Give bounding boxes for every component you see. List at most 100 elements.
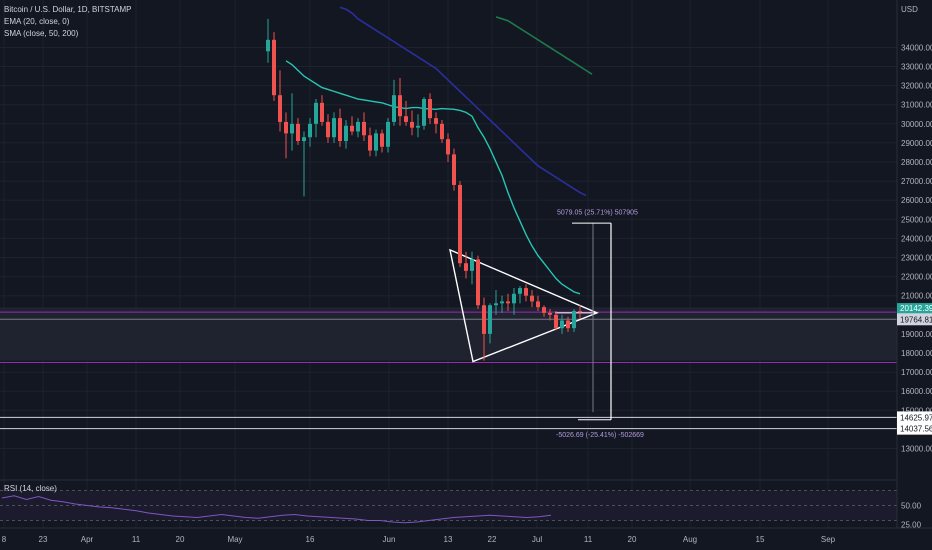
candle-body	[356, 121, 360, 132]
legend-sma[interactable]: SMA (close, 50, 200)	[4, 29, 79, 38]
candle-body	[542, 307, 546, 313]
y-tick-label: 32000.00	[901, 82, 932, 91]
candle-body	[494, 303, 498, 306]
sma200-line	[495, 16, 593, 75]
rsi-line	[1, 495, 552, 524]
y-tick-label: 34000.00	[901, 43, 932, 52]
candle-body	[266, 39, 270, 52]
candle-body	[308, 123, 312, 138]
candle-body	[332, 118, 336, 138]
chart-legend: Bitcoin / U.S. Dollar, 1D, BITSTAMP EMA …	[4, 4, 131, 40]
x-tick-label: Aug	[683, 535, 697, 544]
x-tick-label: 20	[628, 535, 637, 544]
price-axis[interactable]: USD 34000.00 33000.00 32000.00 31000.00 30000…	[896, 0, 932, 528]
candle-body	[458, 184, 462, 264]
x-tick-label: 22	[488, 535, 497, 544]
x-tick-label: 20	[176, 535, 185, 544]
current-price: 20142.39	[900, 304, 932, 313]
y-tick-label: 18000.00	[901, 349, 932, 358]
y-tick-label: 15000.00	[901, 406, 932, 415]
candle-body	[434, 118, 438, 124]
x-tick-label: 8	[2, 535, 7, 544]
level-tag-1: 14625.97	[900, 413, 932, 422]
x-tick-label: 11	[132, 535, 141, 544]
x-tick-label: Jun	[383, 535, 396, 544]
y-tick-label: 21000.00	[901, 292, 932, 301]
candle-body	[476, 259, 480, 306]
y-tick-label: 25000.00	[901, 215, 932, 224]
triangle-shape	[449, 248, 599, 363]
y-tick-label: 13000.00	[901, 444, 932, 453]
rsi-tick-0: 50.00	[901, 502, 922, 511]
x-tick-label: 15	[756, 535, 765, 544]
sma200-path	[495, 16, 593, 75]
candle-body	[284, 121, 288, 134]
range-band	[0, 307, 897, 361]
x-tick-label: 23	[39, 535, 48, 544]
candle-body	[452, 154, 456, 185]
level-tag-0-bg	[897, 313, 932, 326]
legend-ema[interactable]: EMA (20, close, 0)	[4, 17, 70, 26]
x-tick-label: 13	[444, 535, 453, 544]
candle-body	[578, 310, 582, 313]
y-tick-label: 33000.00	[901, 63, 932, 72]
candle-body	[446, 139, 450, 155]
candle-body	[548, 312, 552, 315]
candle-body	[536, 301, 540, 308]
rsi-band	[0, 490, 897, 521]
rsi-tick-1: 25.00	[901, 520, 922, 529]
grid	[0, 0, 897, 528]
x-tick-label: May	[227, 535, 242, 544]
rsi-legend[interactable]: RSI (14, close)	[4, 484, 57, 493]
candle-body	[500, 301, 504, 304]
candle-body	[392, 95, 396, 122]
candle-body	[482, 305, 486, 334]
measure-top-label: 5079.05 (25.71%) 507905	[557, 210, 638, 217]
ema-line	[285, 60, 581, 295]
x-tick-label: 16	[306, 535, 315, 544]
measure-bottom-label: -5026.69 (-25.41%) -502669	[556, 432, 644, 439]
price-range-measure[interactable]: 5079.05 (25.71%) 507905 -5026.69 (-25.41%…	[556, 210, 644, 439]
candle-body	[404, 116, 408, 122]
y-tick-label: 26000.00	[901, 196, 932, 205]
candle-body	[488, 305, 492, 334]
candle-body	[428, 99, 432, 119]
candle-body	[560, 320, 564, 329]
x-tick-label: Jul	[532, 535, 542, 544]
candle-body	[296, 123, 300, 142]
candle-body	[440, 123, 444, 140]
sma50-line	[339, 6, 587, 197]
candle-body	[572, 310, 576, 329]
candle-body	[506, 301, 510, 304]
x-tick-label: Sep	[821, 535, 836, 544]
level-tag-2: 14037.56	[900, 425, 932, 434]
candle-body	[464, 263, 468, 271]
candle-body	[518, 288, 522, 294]
level-tag-2-bg	[897, 422, 932, 435]
candle-body	[398, 95, 402, 117]
legend-symbol[interactable]: Bitcoin / U.S. Dollar, 1D, BITSTAMP	[4, 5, 132, 14]
time-axis[interactable]: 8 23 Apr 11 20 May 16 Jun 13 22 Jul 11 20 Aug 15 Sep	[0, 527, 932, 544]
candle-body	[278, 95, 282, 122]
candle-body	[422, 99, 426, 126]
candles	[266, 18, 582, 361]
candle-body	[380, 133, 384, 147]
candle-body	[338, 118, 342, 142]
candle-body	[314, 102, 318, 124]
candle-body	[368, 135, 372, 151]
candle-body	[362, 121, 366, 136]
currency-label: USD	[901, 5, 918, 14]
candle-body	[374, 133, 378, 151]
candle-body	[302, 137, 306, 142]
candle-body	[566, 320, 570, 329]
y-tick-label: 19000.00	[901, 330, 932, 339]
level-tag-0: 19764.81	[900, 315, 932, 324]
candle-body	[512, 293, 516, 304]
y-tick-label: 23000.00	[901, 254, 932, 263]
candle-body	[554, 314, 558, 329]
y-tick-label: 17000.00	[901, 368, 932, 377]
candle-body	[530, 295, 534, 302]
candle-body	[524, 288, 528, 296]
